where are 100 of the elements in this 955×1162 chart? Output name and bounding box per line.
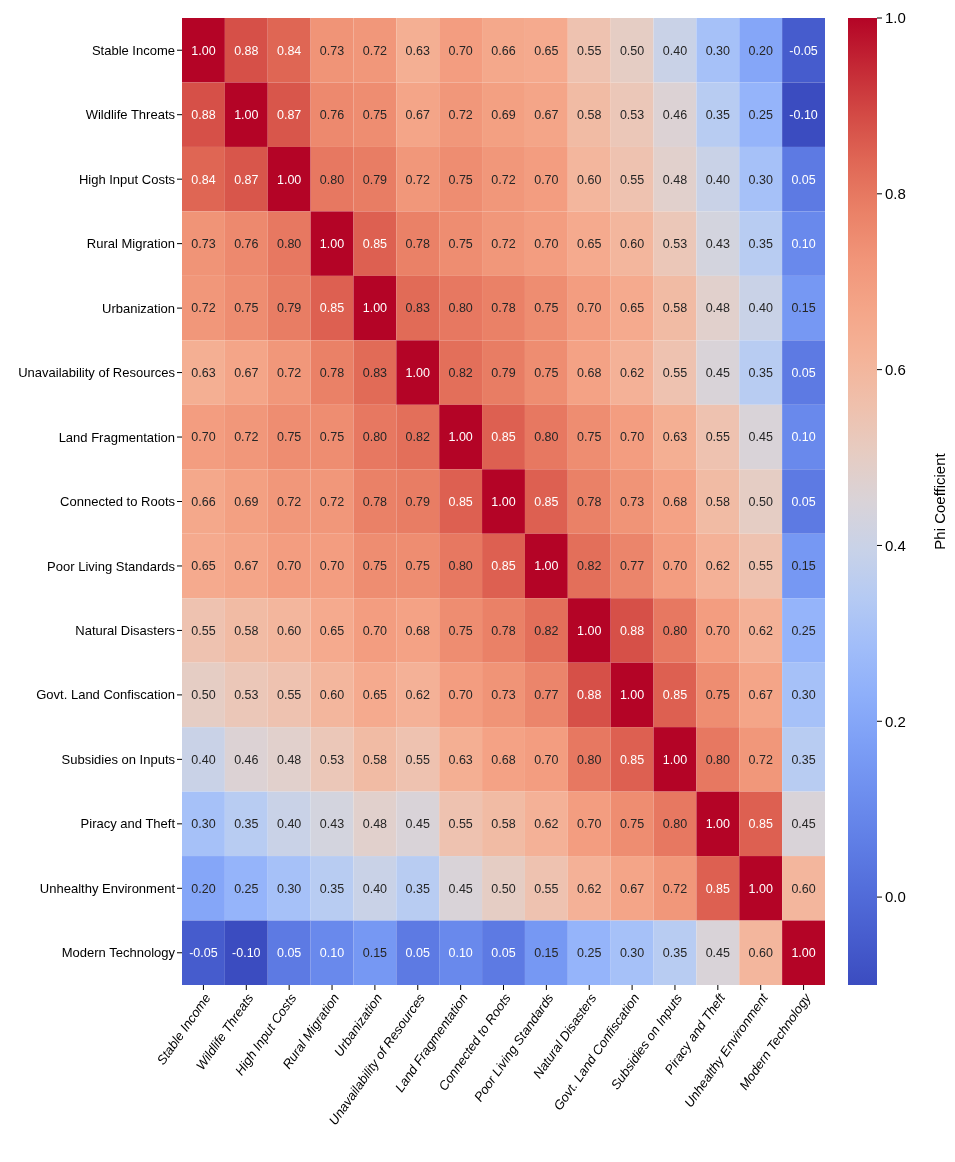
- data-label: 0.48: [362, 817, 388, 832]
- y-tick-label: High Input Costs: [78, 171, 176, 187]
- data-label: 0.80: [534, 430, 559, 445]
- data-label: 0.62: [619, 365, 645, 380]
- data-label: 0.55: [191, 623, 216, 638]
- data-label: 0.85: [491, 559, 516, 574]
- data-label: 0.50: [491, 881, 516, 896]
- y-tick-label: Connected to Roots: [60, 494, 176, 510]
- data-label: 0.66: [491, 43, 516, 58]
- data-label: 0.80: [319, 172, 345, 187]
- data-label: 0.53: [234, 688, 259, 703]
- data-label: 1.00: [705, 817, 731, 832]
- data-label: 0.25: [234, 881, 259, 896]
- data-label: 0.76: [319, 108, 345, 123]
- y-tick-label: Natural Disasters: [75, 622, 176, 638]
- data-label: 0.73: [491, 688, 516, 703]
- data-label: 0.75: [534, 301, 559, 316]
- data-label: 0.53: [319, 752, 345, 767]
- data-label: 0.69: [234, 494, 259, 509]
- data-label: 0.75: [577, 430, 602, 445]
- data-label: 0.78: [405, 237, 430, 252]
- data-label: 0.85: [748, 817, 773, 832]
- data-label: 0.67: [534, 108, 559, 123]
- data-label: 0.80: [705, 752, 731, 767]
- data-label: 0.67: [234, 559, 259, 574]
- data-label: 0.45: [791, 817, 816, 832]
- data-label: 0.73: [619, 494, 645, 509]
- data-label: 0.60: [319, 688, 345, 703]
- data-label: 0.45: [705, 365, 731, 380]
- data-label: 0.50: [191, 688, 216, 703]
- data-label: 0.75: [276, 430, 302, 445]
- data-label: 0.35: [234, 817, 259, 832]
- data-label: 0.67: [748, 688, 773, 703]
- data-label: 0.65: [577, 237, 602, 252]
- data-label: 0.48: [662, 172, 688, 187]
- data-label: 0.80: [448, 559, 473, 574]
- data-label: 0.43: [705, 237, 731, 252]
- data-label: 0.85: [705, 881, 731, 896]
- data-label: 0.85: [662, 688, 688, 703]
- y-tick-label: Modern Technology: [61, 945, 176, 961]
- data-label: 0.70: [276, 559, 302, 574]
- data-label: 0.87: [234, 172, 259, 187]
- data-label: 0.85: [362, 237, 388, 252]
- data-label: -0.05: [789, 43, 818, 58]
- data-label: 0.15: [362, 946, 388, 961]
- color-bar-label: 1.0: [885, 9, 906, 27]
- data-label: 0.72: [448, 108, 473, 123]
- data-label: 0.80: [577, 752, 602, 767]
- data-label: 1.00: [405, 365, 430, 380]
- data-label: 0.65: [191, 559, 216, 574]
- data-label: 0.58: [662, 301, 688, 316]
- y-tick-label: Unhealthy Environment: [39, 880, 176, 896]
- data-label: 0.75: [448, 172, 473, 187]
- data-label: 0.45: [405, 817, 430, 832]
- data-label: 0.79: [405, 494, 430, 509]
- data-label: -0.10: [232, 946, 261, 961]
- data-label: 1.00: [276, 172, 302, 187]
- data-label: 0.30: [705, 43, 731, 58]
- data-label: 0.88: [619, 623, 645, 638]
- data-label: 0.72: [491, 172, 516, 187]
- data-label: 0.60: [577, 172, 602, 187]
- data-label: 0.50: [619, 43, 645, 58]
- data-label: 0.55: [577, 43, 602, 58]
- data-label: 0.75: [405, 559, 430, 574]
- data-label: 0.78: [319, 365, 345, 380]
- data-label: 0.10: [791, 237, 816, 252]
- data-label: 0.65: [362, 688, 388, 703]
- data-label: 0.87: [276, 108, 302, 123]
- data-label: 0.75: [705, 688, 731, 703]
- data-label: 0.58: [491, 817, 516, 832]
- data-label: 0.62: [405, 688, 430, 703]
- data-label: 0.55: [276, 688, 302, 703]
- data-label: 0.79: [362, 172, 388, 187]
- data-label: 0.20: [191, 881, 216, 896]
- data-label: 0.85: [619, 752, 645, 767]
- data-label: 0.72: [276, 494, 302, 509]
- data-label: 0.25: [791, 623, 816, 638]
- data-label: 1.00: [577, 623, 602, 638]
- data-label: 0.45: [705, 946, 731, 961]
- data-label: 0.60: [791, 881, 816, 896]
- data-label: 0.65: [319, 623, 345, 638]
- data-label: 0.55: [405, 752, 430, 767]
- data-label: 0.55: [619, 172, 645, 187]
- data-label: 0.62: [748, 623, 773, 638]
- y-tick-label: Urbanization: [102, 300, 175, 316]
- data-label: 0.25: [748, 108, 773, 123]
- data-label: 0.67: [405, 108, 430, 123]
- data-label: 0.62: [534, 817, 559, 832]
- data-label: 0.72: [362, 43, 388, 58]
- data-label: 0.85: [491, 430, 516, 445]
- data-label: 0.62: [577, 881, 602, 896]
- data-label: 0.53: [662, 237, 688, 252]
- data-label: 1.00: [362, 301, 388, 316]
- data-label: 0.88: [234, 43, 259, 58]
- data-label: 0.40: [662, 43, 688, 58]
- data-label: 0.80: [362, 430, 388, 445]
- y-tick-label: Unavailability of Resources: [18, 365, 176, 381]
- data-label: 0.05: [491, 946, 516, 961]
- data-label: 0.83: [405, 301, 430, 316]
- data-label: 0.46: [662, 108, 688, 123]
